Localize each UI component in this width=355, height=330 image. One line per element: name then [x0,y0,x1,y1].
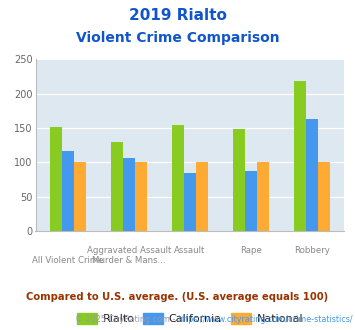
Text: 2019 Rialto: 2019 Rialto [129,8,226,23]
Bar [184,173,196,231]
Bar [318,162,330,231]
Legend: Rialto, California, National: Rialto, California, National [72,309,307,328]
Text: Aggravated Assault: Aggravated Assault [87,246,171,255]
Bar [110,142,123,231]
Bar [257,162,269,231]
Bar [50,127,62,231]
Bar [306,119,318,231]
Text: Assault: Assault [174,246,206,255]
Text: Robbery: Robbery [294,246,330,255]
Text: https://www.cityrating.com/crime-statistics/: https://www.cityrating.com/crime-statist… [178,315,353,324]
Text: Rape: Rape [240,246,262,255]
Bar [74,162,86,231]
Bar [171,125,184,231]
Text: © 2025 CityRating.com -: © 2025 CityRating.com - [75,315,178,324]
Bar [196,162,208,231]
Bar [294,81,306,231]
Text: Murder & Mans...: Murder & Mans... [92,256,166,265]
Text: Compared to U.S. average. (U.S. average equals 100): Compared to U.S. average. (U.S. average … [26,292,329,302]
Text: All Violent Crime: All Violent Crime [32,256,104,265]
Bar [62,151,74,231]
Bar [123,158,135,231]
Bar [135,162,147,231]
Bar [245,171,257,231]
Text: Violent Crime Comparison: Violent Crime Comparison [76,31,279,45]
Bar [233,129,245,231]
